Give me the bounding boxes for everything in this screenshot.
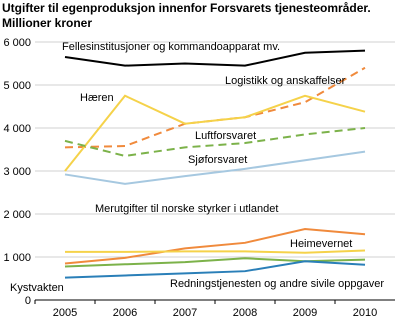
x-tick-label: 2007 <box>173 307 197 319</box>
series-label: Hæren <box>80 92 114 104</box>
x-tick-label: 2006 <box>113 307 137 319</box>
chart-subtitle: Millioner kroner <box>2 16 92 30</box>
series-label: Fellesinstitusjoner og kommandoapparat m… <box>62 41 280 53</box>
series-label: Sjøforsvaret <box>188 154 247 166</box>
series-label: Logistikk og anskaffelser <box>225 75 346 87</box>
x-tick-label: 2009 <box>293 307 317 319</box>
series-label: Redningstjenesten og andre sivile oppgav… <box>170 278 384 290</box>
y-tick-label: 4 000 <box>3 123 31 135</box>
series-line <box>64 150 366 185</box>
x-tick-label: 2005 <box>53 307 77 319</box>
series-label: Kystvakten <box>10 282 64 294</box>
series-label: Heimevernet <box>290 238 352 250</box>
x-tick-label: 2010 <box>353 307 377 319</box>
series-line <box>64 260 366 279</box>
series-line <box>65 249 366 254</box>
series-line <box>64 94 366 172</box>
y-tick-label: 6 000 <box>3 37 31 49</box>
y-tick-label: 3 000 <box>3 166 31 178</box>
series-line <box>64 49 366 67</box>
series-line <box>64 127 366 157</box>
series-line <box>64 228 366 265</box>
chart-title: Utgifter til egenproduksjon innenfor For… <box>2 1 371 15</box>
series-label: Merutgifter til norske styrker i utlande… <box>95 203 278 215</box>
y-tick-label: 1 000 <box>3 252 31 264</box>
x-tick-label: 2008 <box>233 307 257 319</box>
y-tick-label: 0 <box>25 295 31 307</box>
series-label: Luftforsvaret <box>195 130 256 142</box>
y-tick-label: 5 000 <box>3 80 31 92</box>
y-tick-label: 2 000 <box>3 209 31 221</box>
